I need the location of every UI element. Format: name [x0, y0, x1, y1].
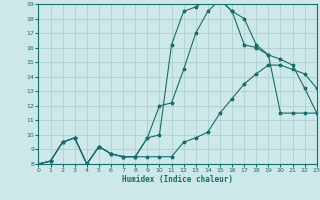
X-axis label: Humidex (Indice chaleur): Humidex (Indice chaleur) [122, 175, 233, 184]
